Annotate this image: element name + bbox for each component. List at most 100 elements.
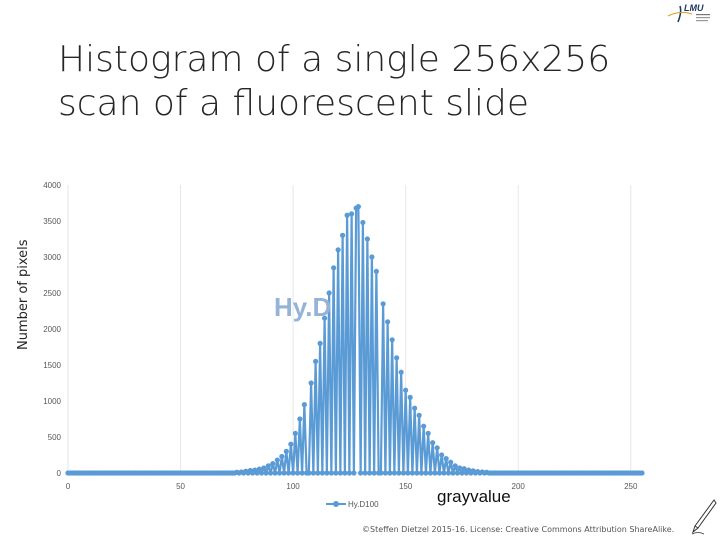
x-tick-label: 50 <box>176 482 185 491</box>
data-point <box>378 470 384 476</box>
data-point <box>452 463 458 469</box>
y-tick-label: 2000 <box>43 325 61 334</box>
data-point <box>256 466 262 472</box>
data-point <box>299 470 305 476</box>
y-tick-label: 1500 <box>43 361 61 370</box>
data-point <box>380 301 386 307</box>
data-point <box>432 470 438 476</box>
data-point <box>351 470 357 476</box>
y-tick-label: 4000 <box>43 181 61 190</box>
data-point <box>461 466 467 472</box>
data-point <box>286 470 292 476</box>
data-point <box>394 355 400 361</box>
data-point <box>292 430 298 436</box>
data-point <box>358 470 364 476</box>
y-tick-label: 1000 <box>43 397 61 406</box>
data-point <box>263 470 269 476</box>
data-point <box>276 470 283 476</box>
y-tick-label: 3000 <box>43 253 61 262</box>
data-point <box>274 457 280 463</box>
data-point <box>403 387 409 393</box>
data-point <box>306 470 312 476</box>
data-point <box>319 470 325 476</box>
data-point <box>414 470 420 476</box>
data-point <box>436 470 443 476</box>
x-tick-labels: 0 50 100 150 200 250 <box>66 482 638 491</box>
data-point <box>418 470 424 476</box>
university-logo: LMU <box>667 3 710 23</box>
data-point <box>340 232 346 238</box>
data-point <box>290 470 296 476</box>
data-point <box>270 461 276 467</box>
data-point <box>333 470 339 476</box>
data-point <box>441 470 447 476</box>
data-point <box>391 470 397 476</box>
y-tick-label: 500 <box>48 433 62 442</box>
y-tick-label: 2500 <box>43 289 61 298</box>
data-point <box>450 470 456 476</box>
data-point <box>430 440 436 446</box>
chart-legend: Hy.D100 <box>326 496 379 512</box>
data-point <box>349 211 355 217</box>
legend-entry: Hy.D100 <box>348 499 379 509</box>
data-point <box>398 369 404 375</box>
data-point <box>317 340 323 346</box>
data-point <box>335 247 341 253</box>
data-point <box>346 470 352 476</box>
data-point <box>362 470 368 476</box>
data-point <box>360 219 366 226</box>
data-point <box>313 358 319 364</box>
data-point <box>385 319 391 325</box>
data-point <box>364 236 370 242</box>
data-point <box>279 453 285 460</box>
data-point <box>423 470 429 476</box>
data-point <box>326 290 332 296</box>
data-point <box>425 430 431 436</box>
data-point <box>254 470 260 476</box>
data-point <box>443 456 449 462</box>
y-tick-labels: 0 500 1000 1500 2000 2500 3000 3500 4000 <box>43 181 61 478</box>
data-point <box>337 470 343 476</box>
data-point <box>258 470 265 476</box>
data-point <box>355 204 361 210</box>
data-point <box>308 380 314 386</box>
copyright-footer: ©Steffen Dietzel 2015-16. License: Creat… <box>362 525 675 534</box>
data-point <box>301 402 307 408</box>
data-point <box>265 463 271 469</box>
data-point <box>439 452 445 458</box>
data-point <box>342 470 348 476</box>
data-point <box>405 470 411 476</box>
data-point <box>387 470 393 476</box>
detector-label: Hy.D <box>274 292 332 322</box>
slide-title: Histogram of a single 256x256 scan of a … <box>58 39 611 124</box>
data-point <box>272 470 278 476</box>
histogram-series <box>65 204 645 476</box>
legend-swatch <box>326 500 346 507</box>
data-point <box>412 405 418 411</box>
x-tick-label: 250 <box>624 482 638 491</box>
data-point <box>367 470 373 476</box>
data-point <box>322 315 328 321</box>
data-point <box>328 470 334 476</box>
data-point <box>310 470 316 476</box>
data-point <box>416 412 422 418</box>
data-point <box>373 268 379 274</box>
data-point <box>445 470 452 476</box>
data-point <box>371 470 377 476</box>
x-tick-label: 0 <box>66 482 71 491</box>
data-point <box>457 465 463 471</box>
pen-cursor-icon <box>691 499 717 535</box>
data-point <box>448 459 454 465</box>
y-tick-label: 0 <box>57 469 62 478</box>
y-tick-label: 3500 <box>43 217 61 226</box>
data-point <box>459 470 465 476</box>
data-point <box>369 254 375 260</box>
data-point <box>400 470 406 476</box>
data-point <box>283 448 289 454</box>
x-tick-label: 150 <box>399 482 413 491</box>
data-point <box>409 470 415 476</box>
data-point <box>407 394 413 400</box>
data-point <box>288 441 294 447</box>
x-tick-label: 100 <box>286 482 300 491</box>
